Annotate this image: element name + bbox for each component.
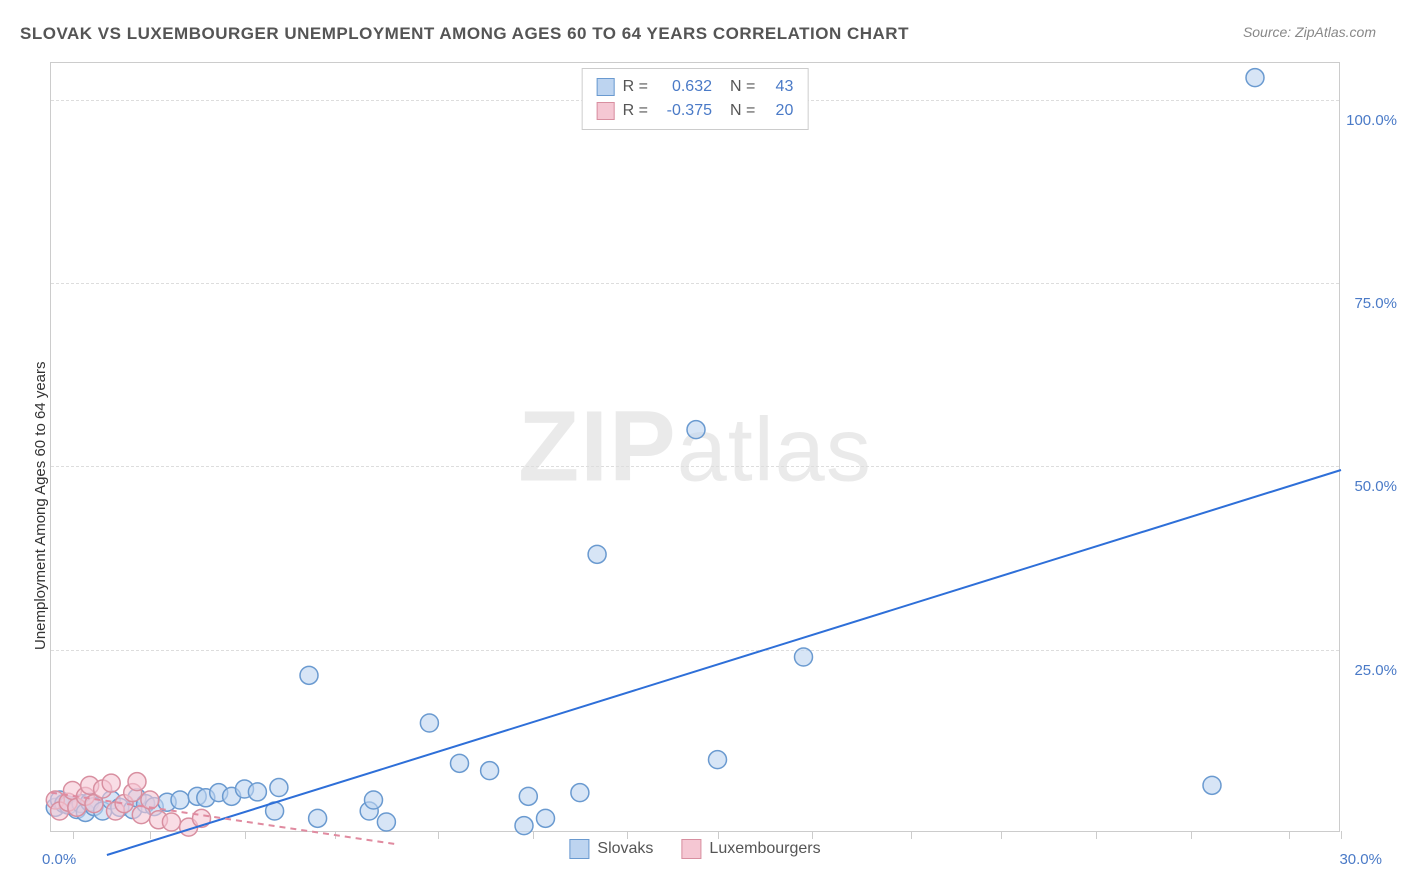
scatter-point [1203,776,1221,794]
legend-item: Slovaks [569,839,653,859]
x-tick [1191,831,1192,839]
stats-row: R = 0.632 N = 43 [597,75,794,99]
scatter-point [171,791,189,809]
stat-n-value: 20 [763,99,793,123]
scatter-point [1246,69,1264,87]
x-axis-max-label: 30.0% [1339,851,1382,868]
stats-box: R = 0.632 N = 43 R = -0.375 N = 20 [582,68,809,130]
legend-label: Slovaks [597,840,653,857]
x-tick [718,831,719,839]
scatter-point [248,783,266,801]
legend: Slovaks Luxembourgers [569,839,820,859]
scatter-point [102,774,120,792]
stat-swatch [597,102,615,120]
x-tick [533,831,534,839]
x-tick [150,831,151,839]
scatter-point [377,813,395,831]
legend-swatch [681,839,701,859]
x-tick [1341,831,1342,839]
legend-label: Luxembourgers [709,840,820,857]
stat-r-label: R = [623,75,648,99]
scatter-point [709,751,727,769]
y-tick-label: 50.0% [1354,478,1397,495]
y-tick-label: 75.0% [1354,295,1397,312]
stat-n-label: N = [730,75,755,99]
scatter-point [451,754,469,772]
scatter-svg [51,63,1339,831]
x-tick [438,831,439,839]
stat-r-value: -0.375 [656,99,712,123]
x-tick [812,831,813,839]
scatter-point [588,545,606,563]
scatter-point [571,784,589,802]
stat-n-label: N = [730,99,755,123]
legend-item: Luxembourgers [681,839,820,859]
scatter-point [687,421,705,439]
trend-line [107,470,1341,855]
stat-swatch [597,78,615,96]
scatter-point [300,666,318,684]
source-attribution: Source: ZipAtlas.com [1243,24,1376,40]
x-tick [1096,831,1097,839]
legend-swatch [569,839,589,859]
stat-r-value: 0.632 [656,75,712,99]
scatter-point [481,762,499,780]
scatter-point [270,779,288,797]
x-tick [73,831,74,839]
stat-n-value: 43 [763,75,793,99]
scatter-point [795,648,813,666]
x-tick [245,831,246,839]
x-tick [1001,831,1002,839]
scatter-point [420,714,438,732]
scatter-point [128,773,146,791]
chart-plot-area: ZIPatlas 25.0%50.0%75.0%100.0% R =0.632N… [50,62,1340,832]
y-tick-label: 25.0% [1354,662,1397,679]
stat-r-label: R = [623,99,648,123]
scatter-point [519,787,537,805]
scatter-point [365,791,383,809]
x-axis-min-label: 0.0% [42,851,76,868]
scatter-point [162,813,180,831]
page-title: SLOVAK VS LUXEMBOURGER UNEMPLOYMENT AMON… [20,24,909,44]
x-tick [627,831,628,839]
scatter-point [309,809,327,827]
y-tick-label: 100.0% [1346,112,1397,129]
x-tick [911,831,912,839]
y-axis-label: Unemployment Among Ages 60 to 64 years [32,361,49,650]
stats-row: R = -0.375 N = 20 [597,99,794,123]
scatter-point [515,817,533,835]
scatter-point [537,809,555,827]
x-tick [1289,831,1290,839]
